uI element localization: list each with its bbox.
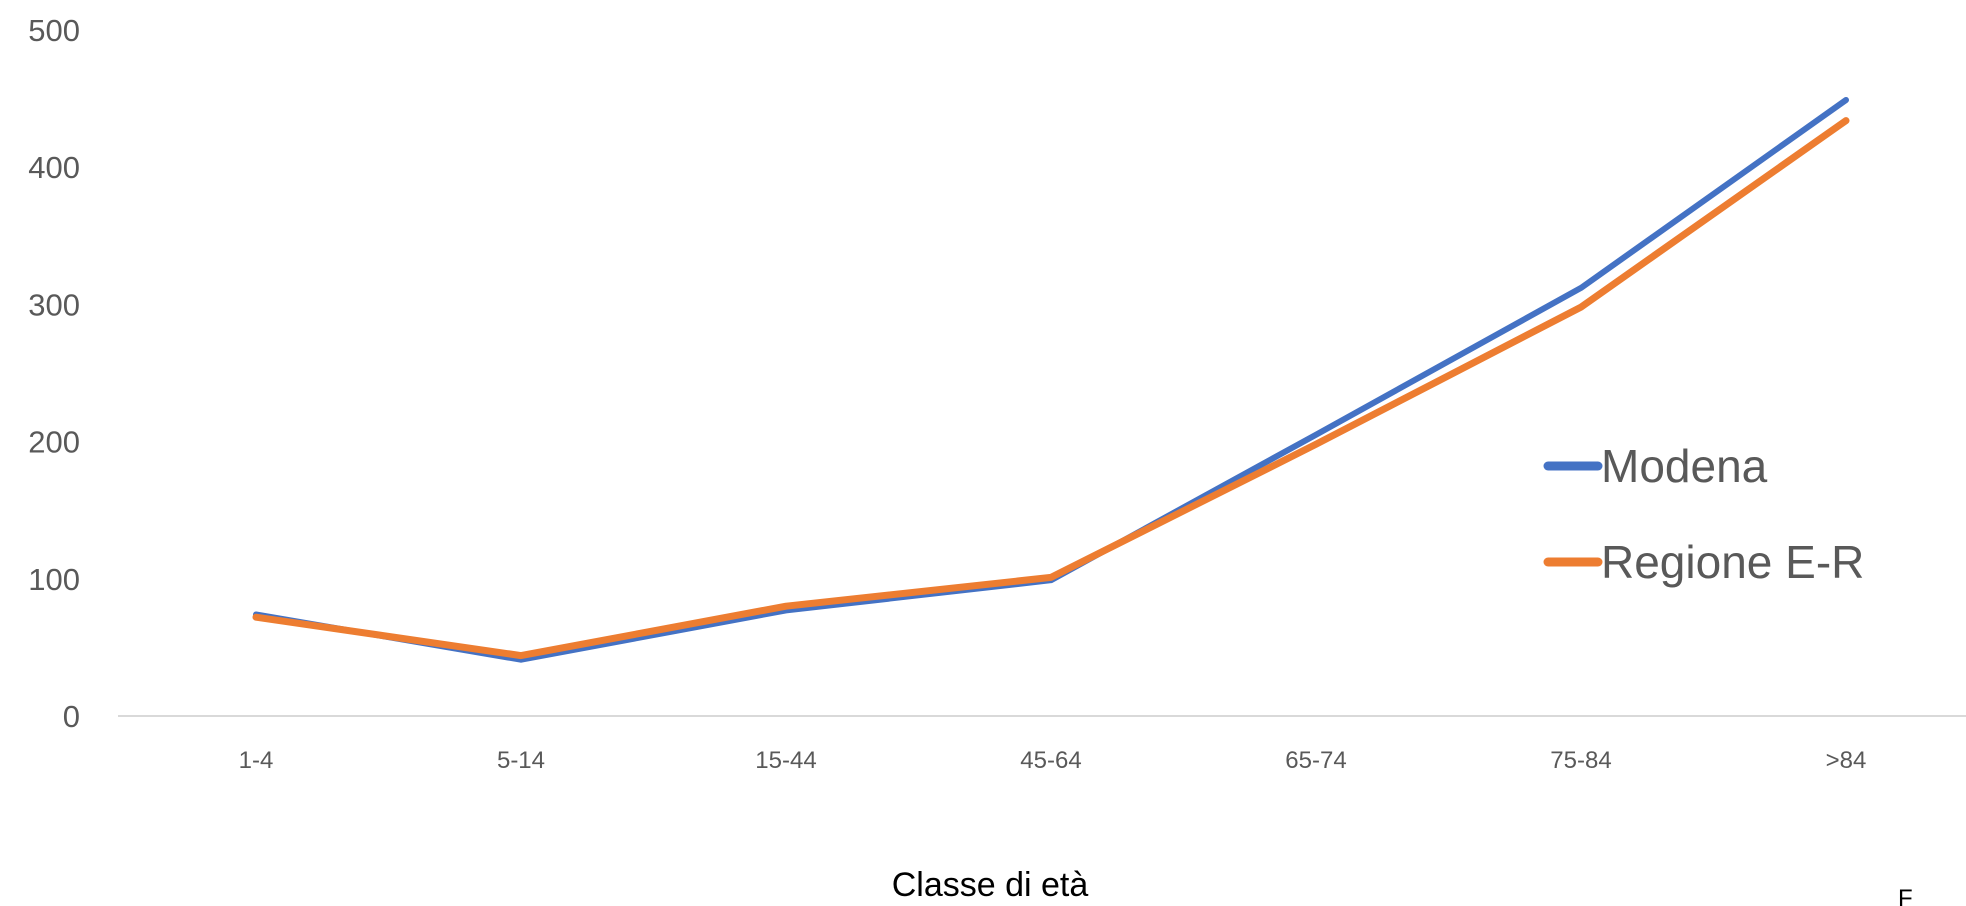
x-axis-ticks: 1-4 5-14 15-44 45-64 65-74 75-84 >84: [239, 747, 1867, 774]
y-tick-label: 300: [28, 287, 80, 322]
y-tick-label: 500: [28, 13, 80, 48]
x-tick-label: 75-84: [1550, 747, 1611, 774]
x-tick-label: 1-4: [239, 747, 274, 774]
x-tick-label: 5-14: [497, 747, 545, 774]
y-tick-label: 400: [28, 150, 80, 185]
legend: Modena Regione E-R: [1543, 440, 1864, 588]
corner-text: F: [1898, 885, 1913, 906]
y-axis-ticks: 0 100 200 300 400 500: [28, 13, 80, 734]
legend-label: Modena: [1601, 440, 1768, 492]
x-tick-label: 65-74: [1285, 747, 1346, 774]
y-tick-label: 0: [63, 699, 80, 734]
x-axis-label: Classe di età: [892, 866, 1089, 904]
legend-label: Regione E-R: [1601, 536, 1864, 588]
series-line-regione-e-r: [252, 117, 1850, 660]
x-tick-label: >84: [1826, 747, 1867, 774]
x-tick-label: 15-44: [755, 747, 816, 774]
series-lines: [252, 97, 1850, 663]
y-tick-label: 200: [28, 425, 80, 460]
x-tick-label: 45-64: [1020, 747, 1081, 774]
y-tick-label: 100: [28, 562, 80, 597]
